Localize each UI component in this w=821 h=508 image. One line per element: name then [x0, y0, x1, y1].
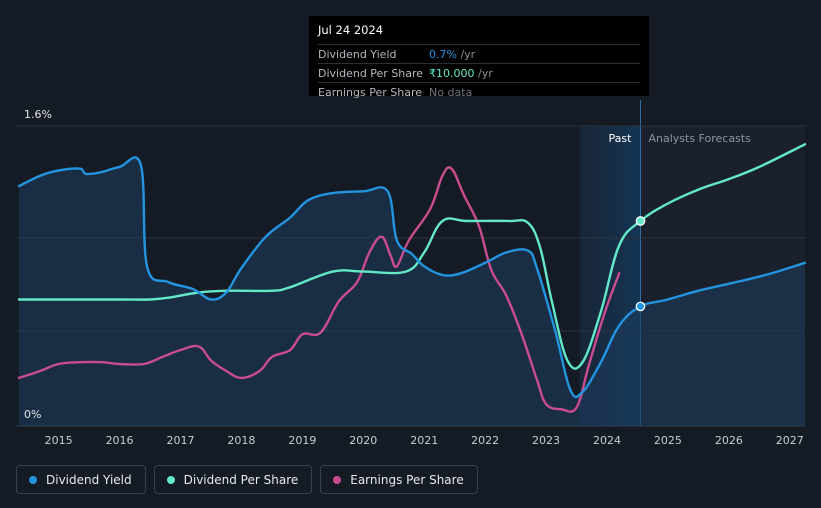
- x-tick-label: 2024: [593, 434, 621, 447]
- series-marker: [635, 216, 646, 226]
- tooltip-unit: /yr: [456, 47, 476, 61]
- series-marker: [635, 301, 646, 312]
- legend-label: Dividend Yield: [46, 472, 132, 487]
- x-tick-label: 2022: [471, 434, 499, 447]
- tooltip-label: Dividend Yield: [318, 47, 397, 61]
- tooltip-date: Jul 24 2024: [318, 23, 384, 37]
- tooltip-value: ₹10.000 /yr: [429, 67, 493, 80]
- x-tick-label: 2019: [288, 434, 316, 447]
- tooltip-number: No data: [429, 85, 473, 99]
- legend-dot-icon: [166, 475, 175, 484]
- tooltip-unit: /yr: [474, 66, 493, 80]
- legend-label: Dividend Per Share: [183, 472, 299, 487]
- tooltip-label: Earnings Per Share: [318, 85, 423, 99]
- x-tick-label: 2025: [654, 434, 682, 447]
- x-tick-label: 2016: [106, 434, 134, 447]
- x-tick-label: 2020: [349, 434, 377, 447]
- legend-item-dividend-yield[interactable]: Dividend Yield: [16, 465, 146, 494]
- tooltip-row-dividend-yield: Dividend Yield 0.7% /yr: [318, 44, 640, 63]
- dividend-per-share-line: [17, 143, 807, 370]
- legend-item-earnings-per-share[interactable]: Earnings Per Share: [320, 465, 478, 494]
- tooltip-value: No data: [429, 86, 472, 99]
- tooltip-number: ₹10.000: [429, 66, 475, 80]
- y-tick-label-min: 0%: [24, 408, 41, 421]
- x-tick-label: 2026: [715, 434, 743, 447]
- legend: Dividend Yield Dividend Per Share Earnin…: [16, 465, 478, 494]
- legend-label: Earnings Per Share: [350, 472, 464, 487]
- y-tick-label-max: 1.6%: [24, 108, 52, 121]
- legend-item-dividend-per-share[interactable]: Dividend Per Share: [153, 465, 313, 494]
- dividend-yield-line: [17, 156, 807, 399]
- earnings-per-share-line: [17, 166, 621, 413]
- tooltip-label: Dividend Per Share: [318, 66, 424, 80]
- dividend-yield-area: [19, 157, 805, 426]
- tooltip-value: 0.7% /yr: [429, 48, 475, 61]
- x-tick-label: 2027: [776, 434, 804, 447]
- tooltip-number: 0.7%: [429, 47, 457, 61]
- legend-dot-icon: [29, 475, 37, 484]
- past-region-label: Past: [609, 132, 633, 145]
- x-tick-label: 2023: [532, 434, 560, 447]
- tooltip-panel: Jul 24 2024 Dividend Yield 0.7% /yr Divi…: [309, 16, 649, 99]
- tooltip-row-dividend-per-share: Dividend Per Share ₹10.000 /yr: [318, 63, 640, 82]
- x-tick-label: 2017: [167, 434, 195, 447]
- x-tick-label: 2015: [45, 434, 73, 447]
- x-tick-label: 2021: [410, 434, 438, 447]
- legend-dot-icon: [333, 475, 342, 484]
- forecast-region-label: Analysts Forecasts: [648, 132, 751, 145]
- tooltip-row-earnings-per-share: Earnings Per Share No data: [318, 82, 640, 101]
- x-tick-label: 2018: [227, 434, 255, 447]
